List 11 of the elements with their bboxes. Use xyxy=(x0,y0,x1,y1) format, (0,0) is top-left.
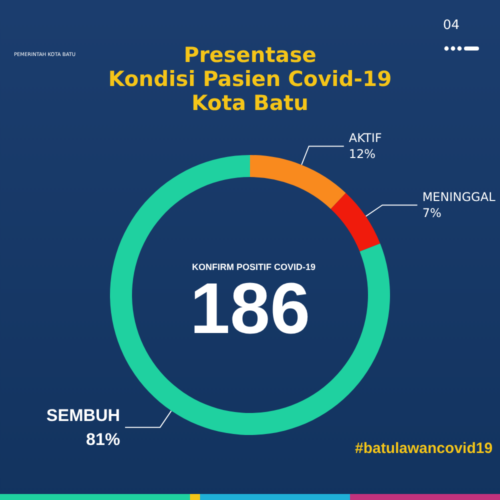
data-label: 12% xyxy=(348,147,376,162)
text: KONFIRM POSITIF COVID-19 xyxy=(192,262,316,272)
slice-label: AKTIF xyxy=(348,131,382,146)
slice-label: MENINGGAL xyxy=(422,190,496,204)
text: 04 xyxy=(443,18,460,33)
chart-title: Presentase Kondisi Pasien Covid-19 Kota Batu xyxy=(108,43,392,115)
data-label: 7% xyxy=(422,206,442,220)
data-label: 81% xyxy=(86,430,120,449)
text: 186 xyxy=(190,269,310,350)
slice-label: SEMBUH xyxy=(46,406,120,425)
text: #batulawancovid19 xyxy=(355,440,493,457)
